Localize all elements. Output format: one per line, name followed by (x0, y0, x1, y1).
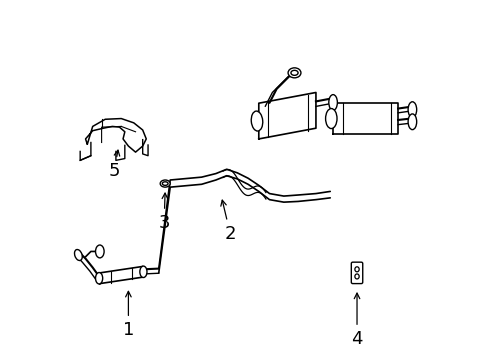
Ellipse shape (162, 182, 168, 185)
Polygon shape (100, 266, 142, 284)
Text: 3: 3 (158, 193, 169, 232)
Ellipse shape (160, 180, 170, 187)
Text: 1: 1 (122, 291, 134, 339)
Ellipse shape (95, 245, 104, 258)
Text: 5: 5 (108, 150, 120, 180)
FancyBboxPatch shape (350, 262, 362, 284)
Ellipse shape (251, 111, 262, 131)
Ellipse shape (325, 109, 336, 129)
Ellipse shape (354, 267, 358, 272)
Ellipse shape (74, 249, 82, 261)
Ellipse shape (290, 70, 298, 75)
Ellipse shape (407, 102, 416, 117)
Ellipse shape (354, 274, 358, 279)
Ellipse shape (95, 273, 102, 284)
Ellipse shape (407, 114, 416, 130)
Polygon shape (85, 118, 146, 152)
Polygon shape (258, 93, 315, 139)
Ellipse shape (328, 95, 337, 111)
Ellipse shape (140, 266, 147, 278)
Ellipse shape (287, 68, 300, 78)
Polygon shape (332, 103, 397, 134)
Text: 4: 4 (350, 293, 362, 348)
Text: 2: 2 (221, 200, 236, 243)
